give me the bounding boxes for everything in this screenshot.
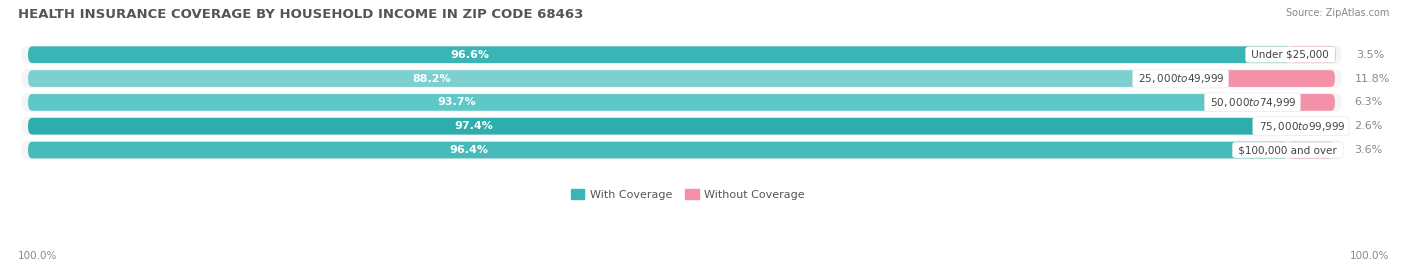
Text: 93.7%: 93.7% xyxy=(437,97,475,107)
FancyBboxPatch shape xyxy=(28,118,1301,134)
FancyBboxPatch shape xyxy=(21,45,1341,64)
Text: $25,000 to $49,999: $25,000 to $49,999 xyxy=(1136,72,1226,85)
Text: 97.4%: 97.4% xyxy=(454,121,494,131)
Text: $50,000 to $74,999: $50,000 to $74,999 xyxy=(1208,96,1298,109)
FancyBboxPatch shape xyxy=(28,142,1334,158)
FancyBboxPatch shape xyxy=(28,46,1291,63)
Text: HEALTH INSURANCE COVERAGE BY HOUSEHOLD INCOME IN ZIP CODE 68463: HEALTH INSURANCE COVERAGE BY HOUSEHOLD I… xyxy=(18,8,583,21)
Text: 6.3%: 6.3% xyxy=(1354,97,1382,107)
Legend: With Coverage, Without Coverage: With Coverage, Without Coverage xyxy=(567,185,810,204)
FancyBboxPatch shape xyxy=(1253,94,1334,111)
Text: 88.2%: 88.2% xyxy=(412,73,451,84)
Text: 3.5%: 3.5% xyxy=(1355,50,1384,60)
FancyBboxPatch shape xyxy=(21,117,1341,136)
Text: 100.0%: 100.0% xyxy=(1350,251,1389,261)
FancyBboxPatch shape xyxy=(28,118,1334,134)
FancyBboxPatch shape xyxy=(28,94,1334,111)
Text: 11.8%: 11.8% xyxy=(1354,73,1389,84)
FancyBboxPatch shape xyxy=(1181,70,1334,87)
Text: 2.6%: 2.6% xyxy=(1354,121,1382,131)
Text: 96.4%: 96.4% xyxy=(450,145,488,155)
FancyBboxPatch shape xyxy=(28,46,1334,63)
FancyBboxPatch shape xyxy=(1288,142,1334,158)
Text: Under $25,000: Under $25,000 xyxy=(1249,50,1333,60)
Text: $75,000 to $99,999: $75,000 to $99,999 xyxy=(1256,120,1346,133)
FancyBboxPatch shape xyxy=(28,142,1288,158)
FancyBboxPatch shape xyxy=(21,141,1341,159)
FancyBboxPatch shape xyxy=(28,70,1181,87)
FancyBboxPatch shape xyxy=(21,69,1341,88)
Text: $100,000 and over: $100,000 and over xyxy=(1236,145,1340,155)
FancyBboxPatch shape xyxy=(1301,118,1334,134)
Text: Source: ZipAtlas.com: Source: ZipAtlas.com xyxy=(1285,8,1389,18)
FancyBboxPatch shape xyxy=(1291,46,1336,63)
Text: 100.0%: 100.0% xyxy=(18,251,58,261)
Text: 96.6%: 96.6% xyxy=(450,50,489,60)
FancyBboxPatch shape xyxy=(28,94,1253,111)
FancyBboxPatch shape xyxy=(21,93,1341,112)
Text: 3.6%: 3.6% xyxy=(1354,145,1382,155)
FancyBboxPatch shape xyxy=(28,70,1334,87)
